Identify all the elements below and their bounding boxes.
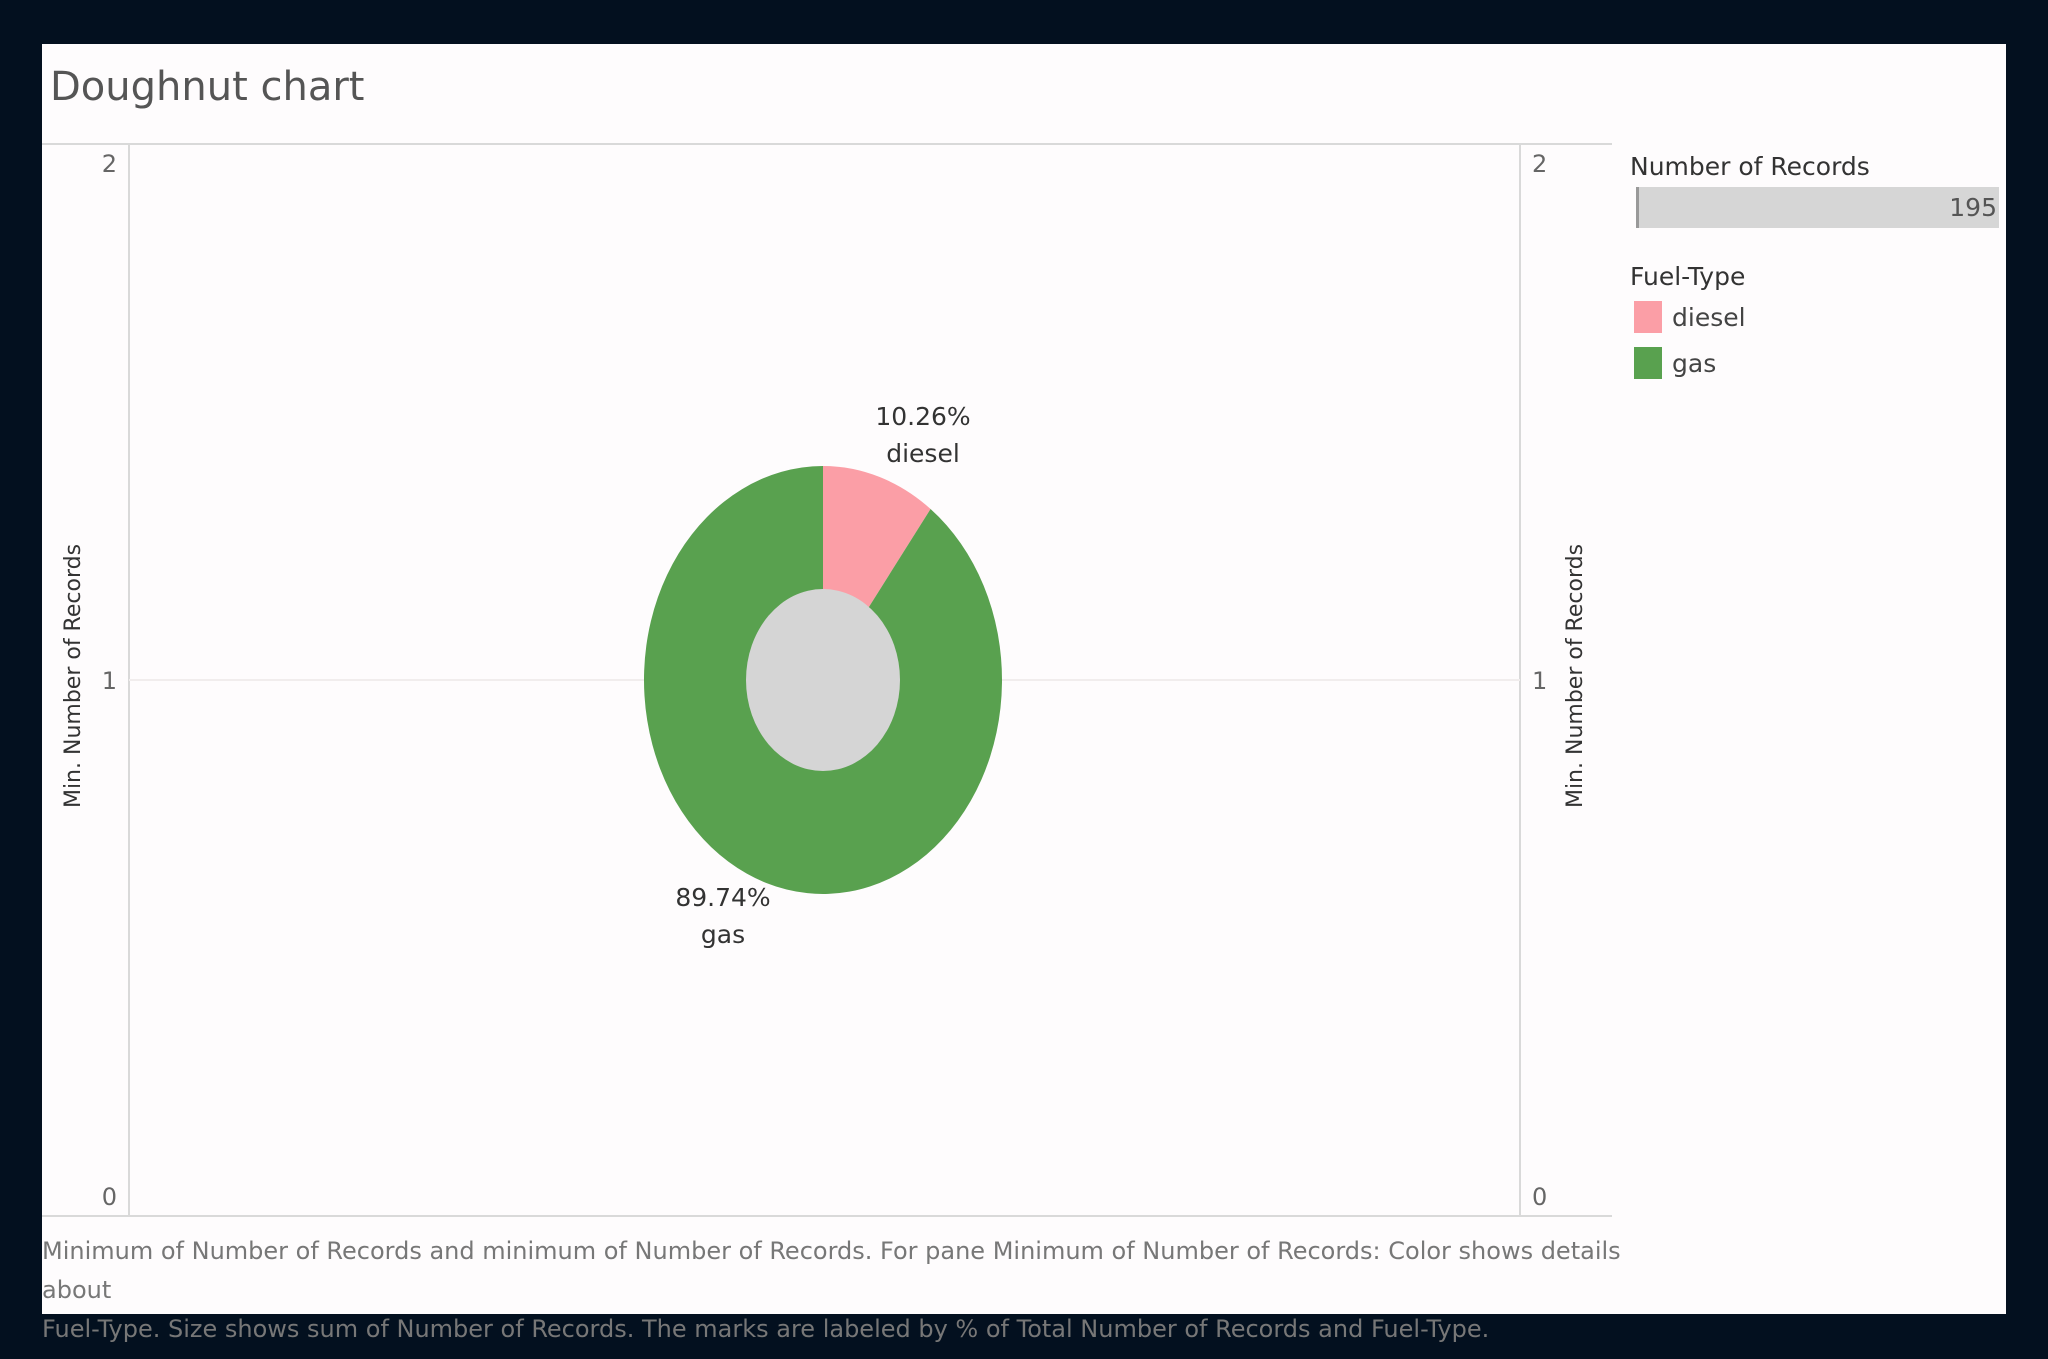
- right-tick-1: 1: [1532, 667, 1547, 695]
- right-axis-title: Min. Number of Records: [1563, 544, 1588, 808]
- doughnut-hole: [746, 589, 900, 771]
- chart-area: 2 1 0 2 1 0 Min. Number of Records Min. …: [42, 143, 1612, 1217]
- legend-label-gas: gas: [1672, 349, 1717, 378]
- caption-line-2: Fuel-Type. Size shows sum of Number of R…: [42, 1315, 1490, 1343]
- label-diesel-percent: 10.26%: [875, 402, 970, 431]
- right-tick-2: 2: [1532, 150, 1547, 178]
- left-tick-2: 2: [102, 150, 117, 178]
- right-tick-0: 0: [1532, 1183, 1547, 1211]
- legend-swatch-diesel: [1634, 301, 1662, 333]
- label-gas-name: gas: [701, 920, 745, 949]
- doughnut: [643, 466, 1002, 894]
- legend-label-diesel: diesel: [1672, 303, 1746, 332]
- size-legend-bar: 195: [1636, 187, 1999, 228]
- size-legend-value: 195: [1949, 193, 1997, 222]
- chart-caption: Minimum of Number of Records and minimum…: [42, 1232, 1622, 1349]
- left-tick-0: 0: [102, 1183, 117, 1211]
- chart-title: Doughnut chart: [50, 64, 365, 110]
- size-legend-title: Number of Records: [1630, 152, 1870, 181]
- label-diesel-name: diesel: [886, 439, 960, 468]
- left-tick-1: 1: [102, 667, 117, 695]
- caption-line-1: Minimum of Number of Records and minimum…: [42, 1237, 1621, 1304]
- left-axis-title: Min. Number of Records: [61, 544, 86, 808]
- label-gas-percent: 89.74%: [675, 883, 770, 912]
- legend-swatch-gas: [1634, 347, 1662, 379]
- color-legend-title: Fuel-Type: [1630, 262, 1746, 291]
- chart-panel: Doughnut chart 2 1 0 2 1 0 Min. Number o…: [42, 44, 2006, 1343]
